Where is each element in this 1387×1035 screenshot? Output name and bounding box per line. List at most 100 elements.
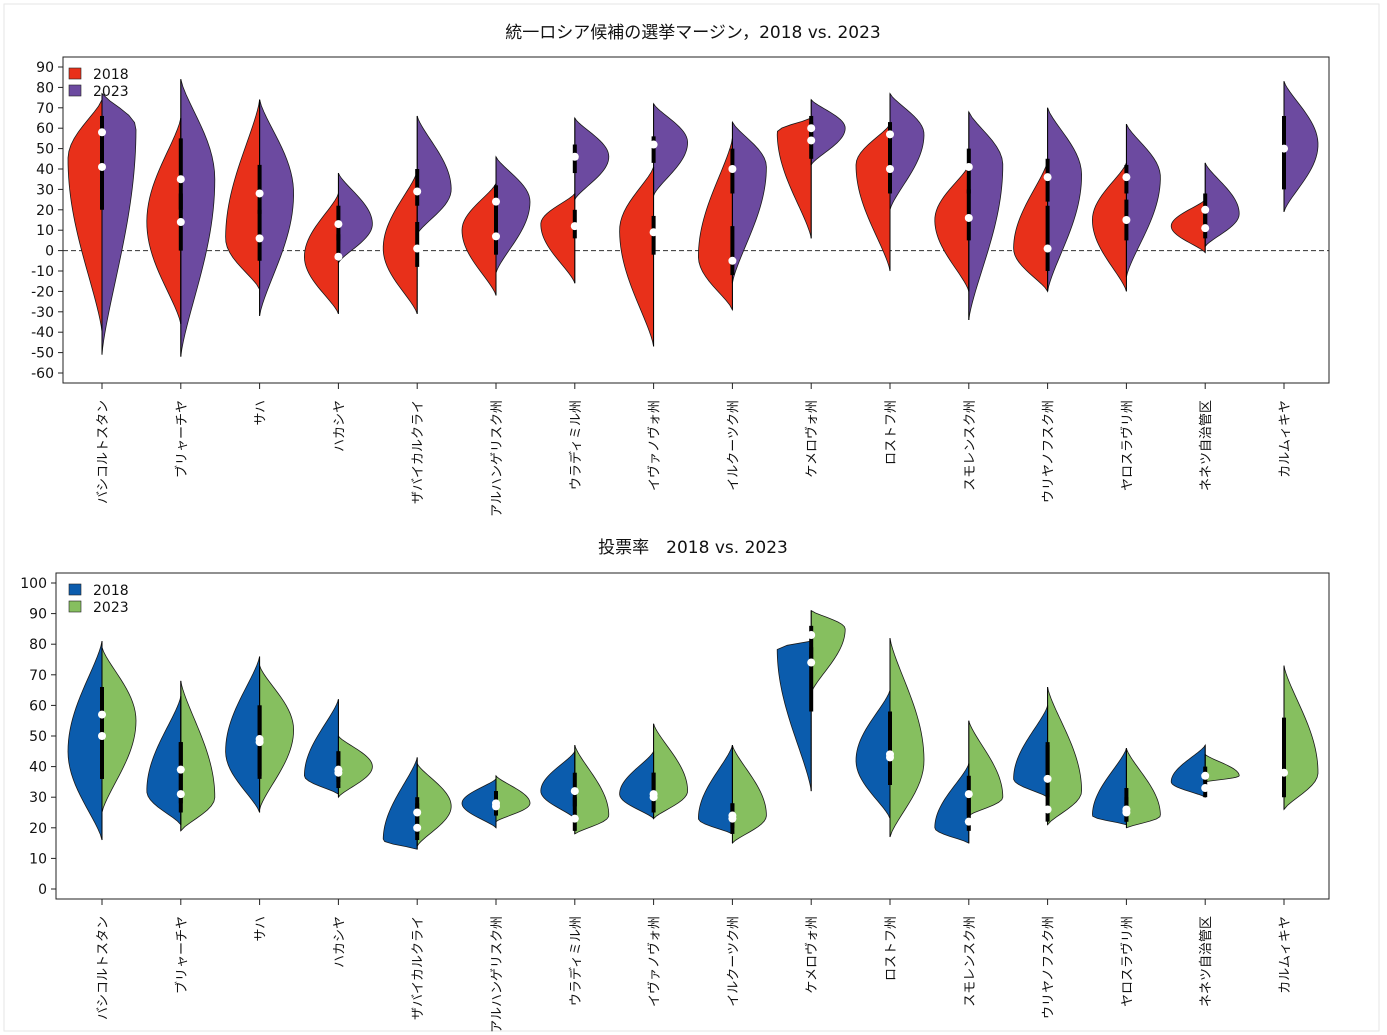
margin-median-point-2018: [492, 232, 500, 241]
turnout-median-point-2018: [176, 765, 185, 774]
margin-category-label: ケメロヴォ州: [804, 400, 820, 478]
turnout-median-point-2023: [886, 750, 894, 759]
turnout-violin-2023: [180, 680, 216, 832]
turnout-ytick-label: 20: [29, 821, 47, 837]
margin-violin-2023: [732, 120, 767, 284]
margin-ytick-label: 50: [36, 142, 54, 158]
turnout-violin-2023: [653, 723, 688, 820]
margin-violin-2023: [1126, 123, 1161, 278]
turnout-ytick-label: 40: [29, 760, 47, 776]
turnout-violin-2023: [416, 762, 452, 848]
margin-median-point-2018: [413, 244, 422, 253]
margin-median-point-2018: [807, 136, 816, 145]
margin-median-point-2018: [886, 165, 894, 173]
turnout-violin-2018: [698, 745, 733, 835]
margin-median-point-2023: [1043, 173, 1052, 182]
turnout-median-point-2023: [649, 793, 658, 802]
turnout-legend-swatch-2018: [68, 583, 82, 596]
turnout-violin-2023: [1126, 748, 1161, 829]
turnout-ytick-label: 80: [29, 637, 47, 653]
margin-violin-2018: [1013, 160, 1048, 293]
turnout-violin-2023: [1204, 753, 1240, 783]
margin-ytick-label: 80: [36, 80, 54, 96]
margin-violin-2023: [968, 110, 1004, 321]
margin-median-point-2018: [255, 234, 264, 243]
margin-violin-2023: [101, 92, 137, 355]
turnout-ytick-label: 50: [29, 729, 47, 745]
margin-category-label: バシコルトスタン: [96, 400, 111, 504]
turnout-median-point-2018: [1043, 774, 1052, 783]
margin-median-point-2018: [1122, 216, 1131, 224]
turnout-category-label: カルムィキヤ: [1278, 916, 1293, 994]
turnout-violin-2018: [67, 641, 103, 841]
margin-violin-2023: [495, 155, 531, 274]
margin-violin-2018: [303, 193, 339, 315]
margin-median-point-2023: [492, 197, 500, 206]
turnout-category-label: サハ: [254, 916, 269, 941]
turnout-violin-2023: [574, 745, 610, 835]
turnout-category-label: ヤロスラヴリ州: [1119, 916, 1135, 1007]
margin-category-label: ロストフ州: [884, 400, 899, 465]
turnout-violin-2018: [461, 777, 497, 829]
turnout-category-label: ネネツ自治管区: [1199, 916, 1214, 1007]
margin-ytick-label: 30: [36, 182, 54, 198]
margin-median-point-2018: [570, 222, 579, 231]
margin-violin-2018: [1091, 162, 1127, 292]
turnout-violin-2018: [1013, 705, 1048, 798]
turnout-median-point-2023: [807, 631, 816, 640]
margin-violin-2018: [855, 122, 891, 272]
margin-median-point-2018: [964, 213, 973, 222]
margin-plot-frame: [62, 56, 1330, 384]
margin-ytick-label: 10: [36, 223, 54, 239]
turnout-ytick-label: 10: [29, 851, 47, 867]
turnout-category-label: ブリャーチヤ: [174, 916, 190, 994]
margin-violin-2018: [67, 99, 103, 333]
margin-chart-title: 統一ロシア候補の選挙マージン，2018 vs. 2023: [505, 23, 880, 43]
turnout-ytick-label: 30: [29, 790, 47, 806]
margin-median-point-2018: [98, 162, 106, 171]
turnout-median-point-2023: [1043, 805, 1052, 814]
margin-median-point-2023: [649, 140, 658, 149]
margin-violin-2023: [180, 79, 216, 357]
margin-ytick-label: 70: [36, 101, 54, 117]
margin-violin-2018: [540, 192, 576, 284]
margin-violin-2023: [338, 172, 373, 265]
margin-median-point-2023: [728, 165, 737, 173]
margin-category-label: ハカシヤ: [332, 400, 347, 452]
turnout-violin-2018: [303, 699, 339, 795]
turnout-median-point-2023: [964, 790, 973, 799]
margin-category-label: ウリヤノフスク州: [1042, 400, 1057, 503]
turnout-violin-2023: [732, 745, 767, 845]
margin-ytick-label: 40: [36, 162, 54, 178]
margin-violin-2023: [1204, 162, 1240, 248]
turnout-violin-2018: [619, 749, 654, 820]
margin-category-label: ザバイカルクライ: [411, 400, 426, 504]
margin-category-label: イルクーツク州: [726, 400, 741, 491]
margin-violin-2018: [934, 164, 970, 292]
turnout-violin-2023: [495, 774, 531, 823]
turnout-median-point-2023: [334, 768, 343, 777]
turnout-ytick-label: 90: [29, 607, 47, 623]
turnout-median-point-2023: [176, 790, 185, 799]
margin-median-point-2023: [98, 128, 106, 137]
turnout-legend: 2018 2023: [68, 583, 129, 616]
margin-ytick-label: -40: [31, 325, 54, 341]
margin-category-label: カルムィキヤ: [1278, 400, 1293, 478]
margin-median-point-2023: [1122, 173, 1131, 182]
margin-chart: 統一ロシア候補の選挙マージン，2018 vs. 2023 -60 -50 -40 -3…: [31, 23, 1330, 517]
turnout-violin-2018: [934, 763, 970, 844]
margin-ytick-label: -10: [31, 264, 54, 280]
turnout-median-point-2023: [98, 710, 106, 719]
turnout-violin-2018: [855, 689, 891, 819]
turnout-category-label: ザバイカルクライ: [411, 916, 426, 1020]
turnout-median-point-2018: [413, 823, 422, 832]
turnout-violin-2023: [259, 665, 295, 810]
margin-median-point-2018: [728, 256, 737, 265]
margin-category-label: サハ: [254, 400, 269, 425]
turnout-violin-2023: [338, 734, 373, 799]
margin-median-point-2018: [1201, 224, 1210, 233]
margin-violin-2018: [146, 117, 182, 325]
turnout-category-label: バシコルトスタン: [96, 916, 111, 1020]
turnout-violin-2018: [1092, 748, 1127, 826]
